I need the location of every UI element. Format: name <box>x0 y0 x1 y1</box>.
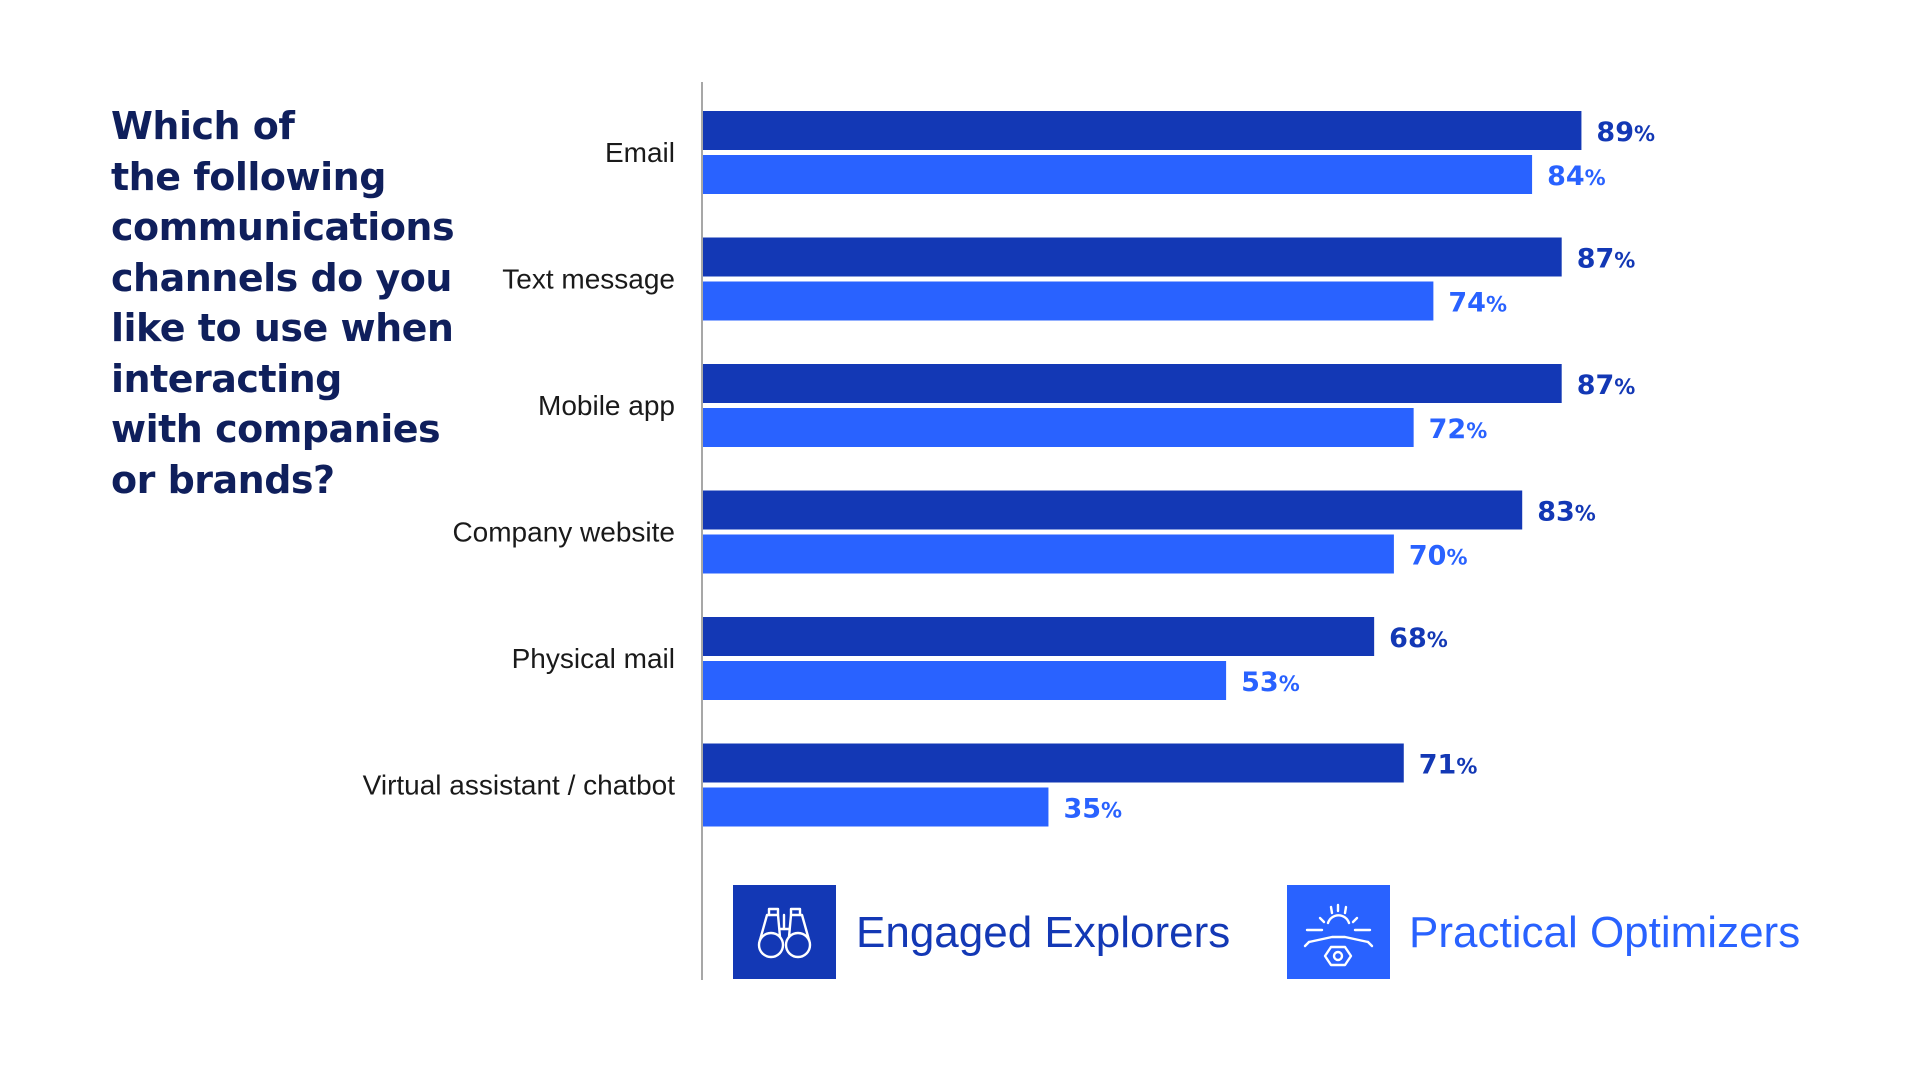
legend-swatch-practical-optimizers <box>1287 885 1390 979</box>
question-line-1: Which of <box>111 104 295 148</box>
question-line-6: interacting <box>111 356 342 401</box>
bar-engaged-explorers-company-website <box>703 490 1523 530</box>
bar-engaged-explorers-email <box>703 111 1582 150</box>
category-label-physical-mail: Physical mail <box>512 643 675 674</box>
legend-label-practical-optimizers: Practical Optimizers <box>1409 908 1801 957</box>
category-label-virtual-assistant-chatbot: Virtual assistant / chatbot <box>363 770 676 801</box>
bar-practical-optimizers-mobile-app <box>703 408 1414 447</box>
bar-practical-optimizers-physical-mail <box>703 661 1227 700</box>
value-label-engaged-explorers-mobile-app: 87% <box>1577 370 1636 401</box>
question-line-4: channels do you <box>111 255 452 300</box>
bar-engaged-explorers-text-message <box>703 237 1562 277</box>
value-label-practical-optimizers-mobile-app: 72% <box>1429 414 1488 445</box>
question-line-2: the following <box>111 154 386 199</box>
gear-wrench-icon <box>1303 903 1374 967</box>
question-line-5: like to use when <box>111 306 454 350</box>
value-label-engaged-explorers-physical-mail: 68% <box>1389 623 1448 654</box>
value-label-practical-optimizers-text-message: 74% <box>1448 288 1507 319</box>
bar-practical-optimizers-company-website <box>703 534 1394 574</box>
value-label-engaged-explorers-virtual-assistant-chatbot: 71% <box>1419 750 1478 781</box>
legend-swatch-engaged-explorers <box>733 885 836 979</box>
bar-engaged-explorers-virtual-assistant-chatbot <box>703 743 1404 783</box>
bar-practical-optimizers-virtual-assistant-chatbot <box>703 787 1049 827</box>
value-label-practical-optimizers-physical-mail: 53% <box>1241 667 1300 698</box>
category-label-mobile-app: Mobile app <box>538 390 675 421</box>
category-label-email: Email <box>605 137 675 168</box>
value-label-engaged-explorers-text-message: 87% <box>1577 244 1636 275</box>
value-label-practical-optimizers-email: 84% <box>1547 161 1606 192</box>
value-label-practical-optimizers-company-website: 70% <box>1409 541 1468 572</box>
chart-question-title: Which of the following communications ch… <box>111 101 471 505</box>
value-label-engaged-explorers-company-website: 83% <box>1537 497 1596 528</box>
legend-label-engaged-explorers: Engaged Explorers <box>856 908 1231 957</box>
bar-practical-optimizers-email <box>703 155 1533 194</box>
question-line-8: or brands? <box>111 457 335 502</box>
question-line-3: communications <box>111 205 455 249</box>
bar-engaged-explorers-mobile-app <box>703 364 1562 403</box>
value-label-engaged-explorers-email: 89% <box>1596 117 1655 148</box>
bar-engaged-explorers-physical-mail <box>703 617 1375 656</box>
value-label-practical-optimizers-virtual-assistant-chatbot: 35% <box>1063 794 1122 825</box>
bar-practical-optimizers-text-message <box>703 281 1434 321</box>
question-line-7: with companies <box>111 407 441 451</box>
binoculars-icon <box>757 907 812 959</box>
category-label-text-message: Text message <box>502 264 675 295</box>
category-label-company-website: Company website <box>452 517 675 548</box>
